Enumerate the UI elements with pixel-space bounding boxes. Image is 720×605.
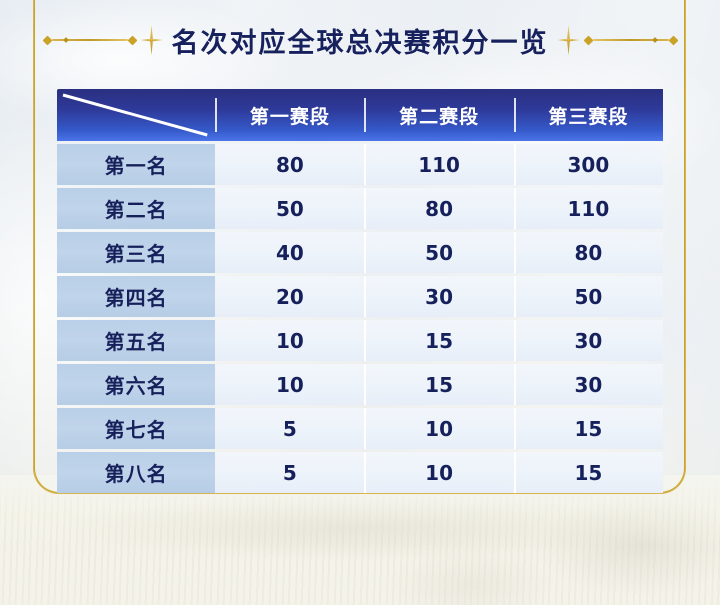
table-row: 第二名 50 80 110 (57, 188, 663, 229)
table-row: 第一名 80 110 300 (57, 144, 663, 185)
table-header: 第一赛段 第二赛段 第三赛段 (57, 89, 663, 141)
points-value: 80 (215, 144, 365, 185)
column-header-stage-3: 第三赛段 (513, 89, 663, 141)
points-value: 80 (364, 188, 514, 229)
points-value: 10 (215, 320, 365, 361)
diagonal-slash-icon (62, 93, 208, 137)
sparkle-star-icon (141, 25, 163, 55)
table-row: 第四名 20 30 50 (57, 276, 663, 317)
points-value: 5 (215, 452, 365, 493)
points-table-container: 第一赛段 第二赛段 第三赛段 第一名 80 110 300 第二名 50 80 … (57, 86, 663, 496)
points-value: 30 (364, 276, 514, 317)
page-title: 名次对应全球总决赛积分一览 (171, 27, 549, 59)
points-value: 15 (513, 452, 663, 493)
table-row: 第八名 5 10 15 (57, 452, 663, 493)
points-value: 10 (364, 452, 514, 493)
table-row: 第五名 10 15 30 (57, 320, 663, 361)
points-value: 30 (513, 364, 663, 405)
table-body: 第一名 80 110 300 第二名 50 80 110 第三名 40 50 8… (57, 144, 663, 493)
table-header-row: 第一赛段 第二赛段 第三赛段 (57, 89, 663, 141)
rank-label: 第六名 (57, 364, 216, 405)
table-row: 第三名 40 50 80 (57, 232, 663, 273)
points-value: 300 (513, 144, 663, 185)
points-value: 80 (513, 232, 663, 273)
table-row: 第七名 5 10 15 (57, 408, 663, 449)
points-value: 50 (364, 232, 514, 273)
gold-rule-icon (42, 34, 137, 46)
points-value: 30 (513, 320, 663, 361)
points-value: 15 (364, 364, 514, 405)
title-bar: 名次对应全球总决赛积分一览 (0, 18, 720, 62)
points-value: 20 (215, 276, 365, 317)
points-value: 50 (215, 188, 365, 229)
rank-label: 第八名 (57, 452, 216, 493)
title-right-decoration (553, 18, 678, 62)
table-row: 第六名 10 15 30 (57, 364, 663, 405)
points-table: 第一赛段 第二赛段 第三赛段 第一名 80 110 300 第二名 50 80 … (57, 86, 663, 496)
column-header-stage-1: 第一赛段 (215, 89, 365, 141)
table-corner-cell (57, 89, 216, 141)
points-value: 110 (364, 144, 514, 185)
rank-label: 第一名 (57, 144, 216, 185)
points-value: 40 (215, 232, 365, 273)
points-value: 110 (513, 188, 663, 229)
rank-label: 第四名 (57, 276, 216, 317)
gold-rule-icon (583, 34, 678, 46)
column-header-stage-2: 第二赛段 (364, 89, 514, 141)
points-value: 15 (513, 408, 663, 449)
points-value: 15 (364, 320, 514, 361)
sparkle-star-icon (558, 25, 580, 55)
background-crowd-overlay (0, 475, 720, 605)
points-value: 50 (513, 276, 663, 317)
points-value: 5 (215, 408, 365, 449)
points-value: 10 (364, 408, 514, 449)
rank-label: 第五名 (57, 320, 216, 361)
rank-label: 第二名 (57, 188, 216, 229)
rank-label: 第三名 (57, 232, 216, 273)
points-value: 10 (215, 364, 365, 405)
title-left-decoration (42, 18, 168, 62)
rank-label: 第七名 (57, 408, 216, 449)
